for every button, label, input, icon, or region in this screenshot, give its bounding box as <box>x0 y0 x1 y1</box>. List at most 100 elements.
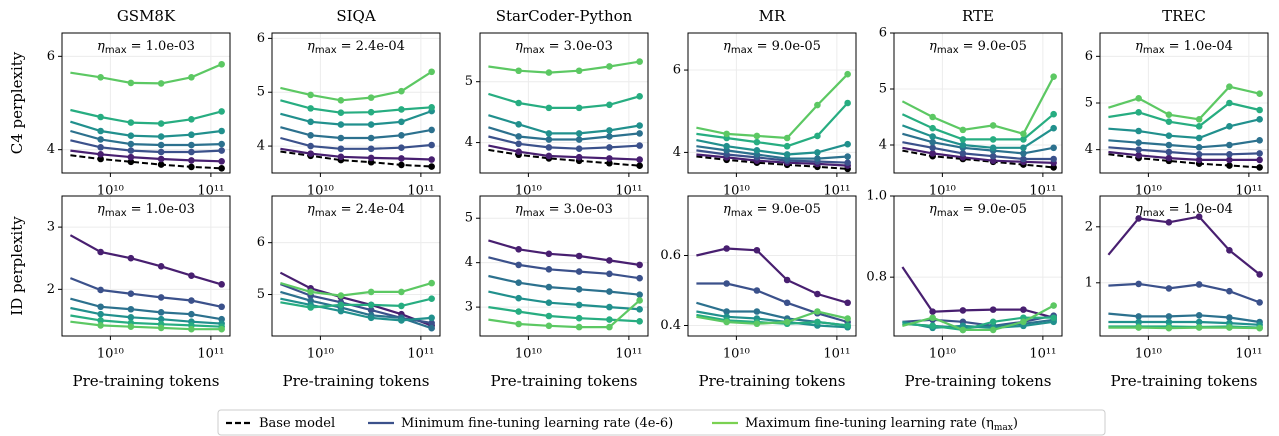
series-line <box>902 141 1054 161</box>
panel-title: GSM8K <box>117 7 176 25</box>
point <box>753 138 761 146</box>
point <box>1165 313 1173 320</box>
legend-label: Minimum fine-tuning learning rate (4e-6) <box>401 416 673 431</box>
point <box>606 155 613 162</box>
point <box>127 140 135 148</box>
annotation-symbol: η <box>723 202 731 217</box>
legend-box <box>217 409 1106 436</box>
point <box>1226 99 1233 107</box>
point <box>1050 110 1057 118</box>
point <box>97 322 104 329</box>
point <box>636 156 643 163</box>
point <box>545 130 553 137</box>
x-tick-label: 10¹¹ <box>1029 347 1056 362</box>
point <box>398 317 405 324</box>
plot-frame <box>479 195 649 337</box>
point <box>844 322 851 329</box>
point <box>959 150 967 157</box>
annotation: ηmax = 3.0e-03 <box>515 202 613 220</box>
y-tick-label: 1 <box>1085 275 1093 290</box>
series-line <box>696 310 848 329</box>
point <box>127 305 135 313</box>
series-line <box>696 102 849 148</box>
x-tick-label: 10¹¹ <box>823 184 850 199</box>
point <box>428 324 435 332</box>
annotation-subscript: max <box>731 208 753 219</box>
point <box>844 159 851 167</box>
point <box>157 148 165 156</box>
point <box>337 109 345 116</box>
plot-frame <box>1099 32 1269 174</box>
x-axis-label: Pre-training tokens <box>1110 372 1257 390</box>
annotation-subscript: max <box>105 208 127 219</box>
series-line <box>280 297 432 309</box>
point <box>1020 136 1027 143</box>
series-line <box>488 114 640 135</box>
point <box>1135 215 1142 222</box>
point <box>1195 156 1203 164</box>
point <box>814 290 821 298</box>
x-tick-label: 10¹¹ <box>823 347 850 362</box>
point <box>575 104 583 112</box>
point <box>545 266 553 273</box>
x-tick-label: 10¹¹ <box>407 347 434 362</box>
x-axis-label: Pre-training tokens <box>282 372 429 390</box>
x-tick-label: 10¹¹ <box>197 184 224 199</box>
x-axis-label: Pre-training tokens <box>904 372 1051 390</box>
point <box>1165 285 1173 292</box>
legend-text: Base model <box>259 416 335 431</box>
point <box>157 309 165 316</box>
annotation: ηmax = 9.0e-05 <box>723 202 821 220</box>
series-line <box>69 234 222 286</box>
point <box>188 74 195 81</box>
series-line <box>902 146 1054 164</box>
x-axis-label: Pre-training tokens <box>72 372 219 390</box>
point <box>545 312 553 320</box>
point <box>545 104 553 112</box>
series-line <box>70 306 222 325</box>
point <box>97 144 104 151</box>
series-line <box>696 153 848 167</box>
point <box>1226 156 1233 164</box>
point <box>337 121 345 128</box>
point <box>97 155 104 163</box>
point <box>606 101 613 109</box>
series-line <box>1107 215 1261 276</box>
point <box>188 157 195 164</box>
point <box>218 60 225 68</box>
point <box>753 132 761 140</box>
point <box>1195 324 1203 331</box>
point <box>157 161 165 168</box>
series-line <box>696 155 848 170</box>
series-line <box>488 299 641 329</box>
annotation: ηmax = 3.0e-03 <box>515 39 613 57</box>
series-line <box>696 310 848 325</box>
point <box>1195 318 1203 326</box>
point <box>575 145 583 152</box>
y-tick-label: 5 <box>257 85 265 100</box>
y-tick-label: 4 <box>465 255 473 270</box>
point <box>1256 137 1263 144</box>
series-line <box>488 92 640 109</box>
point <box>1050 155 1057 163</box>
y-tick-label: 4 <box>257 139 265 154</box>
point <box>515 67 522 75</box>
point <box>1135 313 1142 320</box>
point <box>1165 154 1173 162</box>
y-axis-label: C4 perplexity <box>8 51 26 154</box>
point <box>367 314 375 322</box>
point <box>398 118 405 126</box>
point <box>1165 219 1173 226</box>
point <box>1165 132 1173 139</box>
point <box>636 142 643 149</box>
point <box>428 141 435 149</box>
point <box>844 153 851 160</box>
x-tick-label: 10¹¹ <box>1235 184 1262 199</box>
point <box>929 124 936 132</box>
point <box>636 122 643 129</box>
x-axis-label: Pre-training tokens <box>698 372 845 390</box>
point <box>398 161 405 169</box>
point <box>606 303 613 311</box>
series-line <box>488 256 640 280</box>
point <box>157 263 165 270</box>
